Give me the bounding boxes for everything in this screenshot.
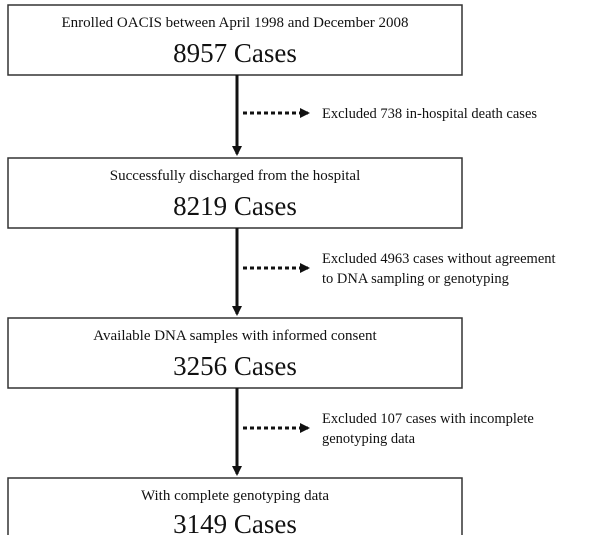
- exclusion-text: Excluded 4963 cases without agreement: [322, 251, 556, 267]
- node-count: 8219 Cases: [173, 191, 297, 221]
- box: [7, 477, 463, 535]
- exclusion-text: Excluded 738 in-hospital death cases: [322, 106, 537, 122]
- box: [7, 4, 463, 76]
- exclusion-arrows: [243, 108, 310, 433]
- node-label: Available DNA samples with informed cons…: [93, 328, 377, 344]
- node-label: With complete genotyping data: [141, 488, 329, 504]
- exclusion-text: Excluded 107 cases with incomplete: [322, 411, 534, 427]
- exclusion-text: to DNA sampling or genotyping: [322, 271, 509, 287]
- exclusion-text: genotyping data: [322, 431, 416, 447]
- node-count: 8957 Cases: [173, 38, 297, 68]
- node-count: 3149 Cases: [173, 509, 297, 535]
- box: [7, 157, 463, 229]
- node-count: 3256 Cases: [173, 351, 297, 381]
- box: [7, 317, 463, 389]
- node-label: Enrolled OACIS between April 1998 and De…: [62, 15, 409, 31]
- node-label: Successfully discharged from the hospita…: [110, 168, 361, 184]
